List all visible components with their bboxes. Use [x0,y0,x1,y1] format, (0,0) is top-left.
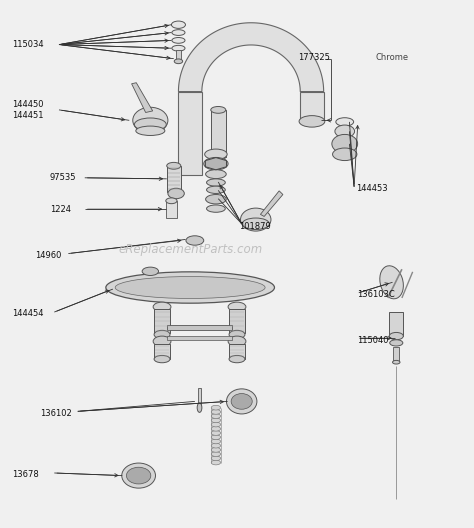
Ellipse shape [133,107,168,134]
Polygon shape [178,91,202,175]
Ellipse shape [211,422,220,427]
Text: 101879: 101879 [239,222,271,231]
Ellipse shape [389,333,403,340]
Ellipse shape [106,272,274,303]
Ellipse shape [333,148,357,161]
Ellipse shape [211,410,220,414]
Ellipse shape [211,107,226,114]
Polygon shape [260,191,283,216]
Text: 1224: 1224 [50,205,71,214]
Text: 97535: 97535 [50,173,76,182]
Ellipse shape [153,302,171,312]
Ellipse shape [229,355,245,363]
Ellipse shape [211,439,220,444]
Ellipse shape [185,283,195,292]
Text: 14960: 14960 [36,251,62,260]
Ellipse shape [206,194,226,204]
Ellipse shape [211,154,226,161]
Ellipse shape [205,149,227,159]
Ellipse shape [227,389,257,414]
Polygon shape [300,91,324,120]
Ellipse shape [211,406,220,410]
Ellipse shape [172,45,185,51]
Text: 115040: 115040 [357,336,388,345]
Ellipse shape [211,452,220,456]
Bar [176,50,181,62]
Bar [228,309,246,334]
Ellipse shape [232,283,242,292]
Text: 13678: 13678 [12,469,39,478]
Ellipse shape [154,355,170,363]
Bar [393,346,399,362]
Ellipse shape [136,126,165,136]
Ellipse shape [204,157,228,170]
Bar [166,201,177,218]
Ellipse shape [211,444,220,448]
Ellipse shape [167,163,181,169]
Polygon shape [205,157,227,170]
Ellipse shape [390,340,403,346]
Polygon shape [178,23,324,91]
Ellipse shape [135,118,166,131]
Ellipse shape [207,179,225,186]
Ellipse shape [229,331,245,338]
Ellipse shape [299,116,325,127]
Ellipse shape [392,361,400,364]
Ellipse shape [228,336,246,346]
Ellipse shape [122,463,155,488]
Ellipse shape [127,467,151,484]
Ellipse shape [138,283,148,292]
Ellipse shape [174,59,182,64]
Text: 115034: 115034 [12,40,44,49]
Bar [154,309,171,334]
Bar [211,110,226,157]
Ellipse shape [380,266,403,299]
Ellipse shape [166,198,177,204]
Ellipse shape [142,267,158,276]
Ellipse shape [153,336,171,346]
Ellipse shape [211,431,220,436]
Ellipse shape [211,427,220,431]
Ellipse shape [172,37,185,43]
Bar [198,388,201,408]
Text: 144454: 144454 [12,309,44,318]
Ellipse shape [115,277,265,298]
Ellipse shape [240,208,271,231]
Ellipse shape [207,186,225,193]
Ellipse shape [207,205,225,212]
Text: 136102: 136102 [40,409,72,419]
Ellipse shape [332,135,357,153]
Ellipse shape [211,456,220,460]
Polygon shape [132,83,153,112]
Ellipse shape [186,236,204,245]
Text: 136103C: 136103C [357,290,395,299]
Ellipse shape [336,118,354,126]
Bar [154,344,170,359]
Text: 144450
144451: 144450 144451 [12,100,44,119]
Ellipse shape [197,403,202,412]
Ellipse shape [231,393,252,409]
Text: Chrome: Chrome [375,53,408,62]
Ellipse shape [335,125,355,138]
Bar [167,166,181,192]
Text: 177325: 177325 [298,53,330,62]
Ellipse shape [154,331,170,338]
Ellipse shape [211,460,220,465]
Ellipse shape [172,30,185,35]
Ellipse shape [172,21,185,29]
Text: eReplacementParts.com: eReplacementParts.com [118,243,262,257]
Ellipse shape [211,448,220,452]
Text: 144453: 144453 [356,184,388,193]
Bar [167,336,232,340]
Bar [229,344,245,359]
Ellipse shape [211,418,220,423]
Bar [167,325,232,330]
Bar [389,313,403,336]
Ellipse shape [211,414,220,419]
Ellipse shape [206,169,226,178]
Ellipse shape [168,188,184,199]
Ellipse shape [242,218,269,230]
Ellipse shape [211,435,220,440]
Ellipse shape [228,302,246,312]
